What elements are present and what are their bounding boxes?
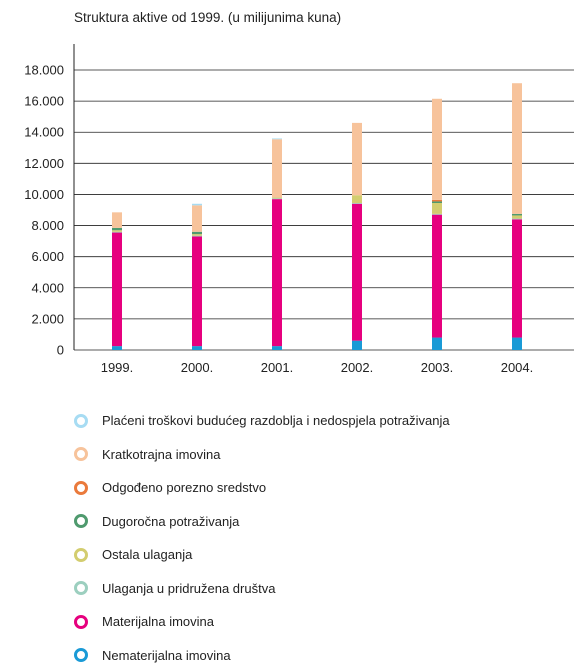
legend-item: Dugoročna potraživanja [74,505,450,539]
legend-item: Ulaganja u pridružena društva [74,572,450,606]
x-tick-label: 1999. [101,360,134,375]
bar-segment [512,83,522,214]
x-tick-label: 2001. [261,360,294,375]
y-tick-label: 0 [57,343,64,358]
y-tick-label: 18.000 [24,63,64,78]
bar-segment [112,233,122,347]
legend-marker [74,581,88,595]
bar-segment [272,138,282,139]
bar-segment [432,215,442,338]
y-tick-label: 10.000 [24,187,64,202]
legend-marker [74,615,88,629]
y-tick-label: 12.000 [24,156,64,171]
legend-item: Kratkotrajna imovina [74,438,450,472]
y-tick-label: 2.000 [31,311,64,326]
y-tick-label: 16.000 [24,94,64,109]
bar-segment [272,199,282,346]
legend-marker [74,514,88,528]
bar-segment [352,123,362,195]
legend-item: Materijalna imovina [74,605,450,639]
legend-item: Odgođeno porezno sredstvo [74,471,450,505]
legend-label: Ulaganja u pridružena društva [102,581,275,596]
y-tick-label: 8.000 [31,218,64,233]
y-tick-label: 6.000 [31,249,64,264]
legend-item: Plaćeni troškovi budućeg razdoblja i ned… [74,404,450,438]
bar-segment [272,198,282,199]
bar-chart: 0 2.000 4.000 6.000 8.000 10.000 12.000 14.000 1… [0,0,574,400]
legend-marker [74,481,88,495]
bar-segment [112,230,122,232]
legend-item: Ostala ulaganja [74,538,450,572]
bar-segment [352,203,362,204]
bar-segment [432,201,442,203]
bar-segment [512,338,522,350]
bar-segment [192,236,202,346]
y-tick-label: 4.000 [31,280,64,295]
bar-segment [192,204,202,206]
legend-marker [74,414,88,428]
legend-label: Nematerijalna imovina [102,648,231,663]
bar-segment [112,212,122,228]
legend-label: Kratkotrajna imovina [102,447,221,462]
bar-segment [192,234,202,236]
bar-segment [512,219,522,220]
bar-segment [432,99,442,200]
bar-segment [432,200,442,202]
bar-segment [192,205,202,231]
x-tick-label: 2004. [501,360,534,375]
legend-marker [74,648,88,662]
bar-segment [112,346,122,350]
x-tick-label: 2003. [421,360,454,375]
x-tick-label: 2000. [181,360,214,375]
bar-segment [432,338,442,350]
y-tick-label: 14.000 [24,125,64,140]
bar-segment [192,236,202,237]
bar-segment [432,214,442,215]
bar-segment [352,204,362,341]
x-tick-label: 2002. [341,360,374,375]
legend-label: Materijalna imovina [102,614,214,629]
legend: Plaćeni troškovi budućeg razdoblja i ned… [74,404,450,672]
bar-segment [272,198,282,199]
bar-segment [112,228,122,230]
bar-segment [432,203,442,214]
bar-segment [272,346,282,350]
legend-item: Nematerijalna imovina [74,639,450,672]
legend-label: Odgođeno porezno sredstvo [102,480,266,495]
legend-marker [74,548,88,562]
bar-segment [272,139,282,197]
bar-segment [192,346,202,350]
legend-marker [74,447,88,461]
bar-segment [352,341,362,350]
bar-segment [352,195,362,203]
legend-label: Ostala ulaganja [102,547,192,562]
legend-label: Plaćeni troškovi budućeg razdoblja i ned… [102,413,450,428]
bar-segment [512,215,522,218]
legend-label: Dugoročna potraživanja [102,514,239,529]
bar-segment [512,214,522,216]
bar-segment [192,232,202,234]
bar-segment [112,232,122,233]
bar-segment [512,219,522,337]
